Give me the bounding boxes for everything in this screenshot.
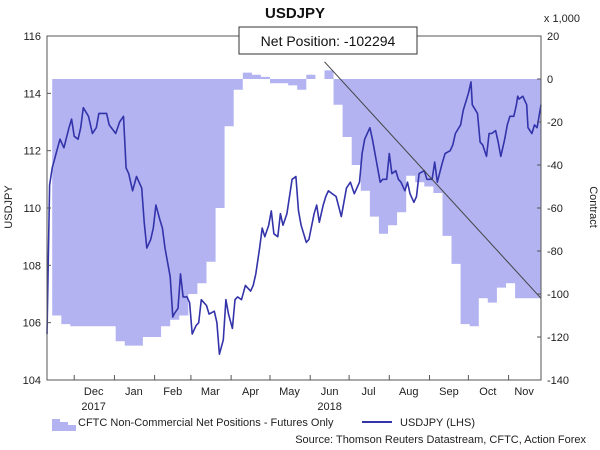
y2-tick-label: -120 bbox=[547, 332, 569, 344]
legend-area-swatch-shape bbox=[52, 419, 76, 431]
annotation-leader-line bbox=[324, 61, 542, 299]
x-tick-label: Feb bbox=[163, 386, 182, 398]
x-year-label: 2017 bbox=[81, 401, 105, 413]
y-tick-label: 114 bbox=[23, 88, 41, 100]
x-tick-label: Mar bbox=[201, 386, 220, 398]
x-tick-label: Apr bbox=[242, 386, 259, 398]
line-layer bbox=[46, 61, 542, 355]
x-tick-label: Nov bbox=[514, 386, 534, 398]
y2-axis-title: Contract bbox=[587, 186, 599, 228]
y-tick-label: 106 bbox=[23, 318, 41, 330]
legend-area-swatch bbox=[52, 419, 76, 431]
x-tick-label: Aug bbox=[399, 386, 419, 398]
y2-tick-label: -60 bbox=[547, 203, 563, 215]
y2-tick-label: -80 bbox=[547, 246, 563, 258]
legend: CFTC Non-Commercial Net Positions - Futu… bbox=[52, 417, 475, 431]
legend-line-label: USDJPY (LHS) bbox=[400, 417, 475, 429]
area-series-cftc bbox=[52, 70, 541, 346]
x-tick-label: May bbox=[279, 386, 300, 398]
y2-units-label: x 1,000 bbox=[544, 13, 580, 25]
y2-tick-label: 0 bbox=[547, 74, 553, 86]
x-tick-label: Jul bbox=[362, 386, 376, 398]
area-layer bbox=[52, 70, 541, 346]
x-year-label: 2018 bbox=[317, 401, 341, 413]
annotation-callout: Net Position: -102294 bbox=[238, 26, 418, 55]
y-tick-label: 110 bbox=[23, 203, 41, 215]
y-tick-label: 108 bbox=[23, 260, 41, 272]
x-tick-label: Dec bbox=[84, 386, 104, 398]
y2-tick-label: -40 bbox=[547, 160, 563, 172]
source-note: Source: Thomson Reuters Datastream, CFTC… bbox=[295, 434, 586, 446]
annotation-box bbox=[238, 26, 418, 55]
tick-layer: 104 106 108 110 112 114 116 -140 -120 -100 -80 -60 -… bbox=[23, 31, 569, 413]
y-tick-label: 112 bbox=[23, 146, 41, 158]
y2-tick-label: -140 bbox=[547, 375, 569, 387]
y-axis-title: USDJPY bbox=[3, 185, 15, 229]
chart-title: USDJPY bbox=[265, 5, 325, 22]
y2-tick-label: -20 bbox=[547, 117, 563, 129]
x-tick-label: Sep bbox=[439, 386, 459, 398]
annotation-text: Net Position: -102294 bbox=[261, 33, 396, 49]
y-tick-label: 104 bbox=[23, 375, 41, 387]
y-tick-label: 116 bbox=[23, 31, 41, 43]
x-tick-label: Oct bbox=[479, 386, 496, 398]
x-tick-label: Jun bbox=[321, 386, 339, 398]
x-tick-label: Jan bbox=[125, 386, 143, 398]
line-series-usdjpy bbox=[46, 81, 542, 355]
legend-area-label: CFTC Non-Commercial Net Positions - Futu… bbox=[78, 417, 334, 429]
y2-tick-label: 20 bbox=[547, 31, 559, 43]
y2-tick-label: -100 bbox=[547, 289, 569, 301]
